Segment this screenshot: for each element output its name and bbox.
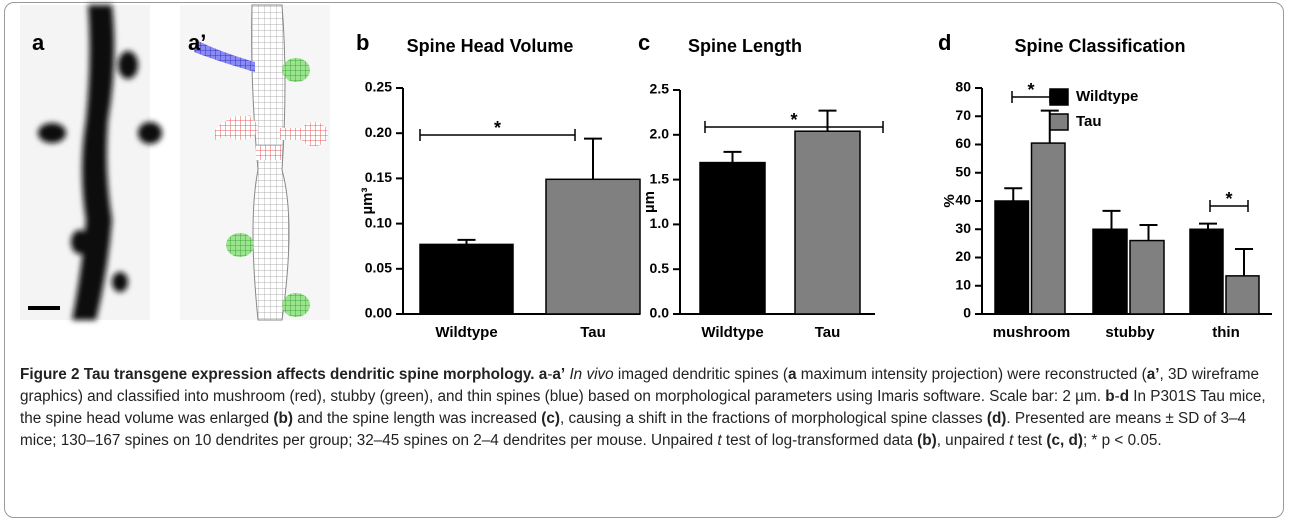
caption-run: , unpaired — [937, 432, 1009, 449]
significance-label: * — [494, 118, 501, 138]
bar — [1226, 276, 1259, 314]
x-tick-label: mushroom — [993, 324, 1071, 341]
bar — [1032, 143, 1066, 314]
y-tick-label: 50 — [955, 163, 971, 179]
significance-label: * — [790, 110, 797, 130]
y-tick-label: 0.15 — [365, 169, 392, 185]
x-tick-label: stubby — [1105, 324, 1155, 341]
caption-run: and the spine length was increased — [293, 410, 541, 427]
caption-run: , causing a shift in the fractions of mo… — [560, 410, 987, 427]
bar — [700, 163, 765, 314]
caption-run: ; * p < 0.05. — [1083, 432, 1162, 449]
y-tick-label: 0.10 — [365, 214, 392, 230]
caption-run: Figure 2 Tau transgene expression affect… — [20, 366, 535, 383]
caption-run: (d) — [987, 410, 1007, 427]
y-tick-label: 0.25 — [365, 79, 392, 95]
caption-run: b — [1105, 388, 1114, 405]
legend-swatch — [1050, 114, 1068, 130]
bar — [995, 201, 1029, 314]
y-tick-label: 70 — [955, 107, 971, 123]
x-tick-label: Wildtype — [701, 324, 763, 341]
panel-label: a’ — [188, 30, 206, 55]
figure-caption: Figure 2 Tau transgene expression affect… — [20, 364, 1270, 452]
y-tick-label: 0.00 — [365, 305, 392, 321]
caption-run: a’ — [1147, 366, 1160, 383]
y-tick-label: 1.0 — [650, 215, 670, 231]
legend-label: Tau — [1076, 113, 1102, 130]
panel-label: a — [32, 30, 45, 55]
y-tick-label: 1.5 — [650, 170, 670, 186]
y-tick-label: 0.05 — [365, 260, 392, 276]
caption-run: (b) — [917, 432, 937, 449]
y-tick-label: 10 — [955, 276, 971, 292]
legend-label: Wildtype — [1076, 88, 1138, 105]
caption-run: (c) — [541, 410, 560, 427]
caption-run: d — [1120, 388, 1129, 405]
bar — [1093, 229, 1127, 314]
x-tick-label: Wildtype — [435, 324, 497, 341]
y-tick-label: 20 — [955, 248, 971, 264]
chart-title: Spine Head Volume — [407, 36, 574, 56]
caption-run: (b) — [273, 410, 293, 427]
caption-run: imaged dendritic spines ( — [614, 366, 788, 383]
caption-run: test — [1013, 432, 1046, 449]
bar — [1190, 229, 1223, 314]
chart-title: Spine Classification — [1014, 36, 1185, 56]
caption-run: (c, d) — [1046, 432, 1083, 449]
page: a a’ bSpine Head Volumeµm³0.000.050.100.… — [0, 0, 1290, 522]
chart-title: Spine Length — [688, 36, 802, 56]
caption-run: test of log-transformed data — [722, 432, 918, 449]
bar — [1130, 241, 1164, 314]
y-axis-label: µm — [641, 191, 658, 213]
panel-label: b — [356, 30, 369, 55]
caption-run: a’ — [552, 366, 565, 383]
significance-label: * — [1225, 189, 1232, 209]
y-tick-label: 80 — [955, 79, 971, 95]
y-tick-label: 0.0 — [650, 305, 670, 321]
y-axis-label: µm³ — [359, 188, 376, 215]
caption-run: maximum intensity projection) were recon… — [796, 366, 1146, 383]
legend-swatch — [1050, 89, 1068, 105]
y-tick-label: 2.5 — [650, 81, 670, 97]
y-tick-label: 0 — [963, 305, 971, 321]
panel-label: c — [638, 30, 650, 55]
caption-run: In vivo — [569, 366, 613, 383]
x-tick-label: Tau — [815, 324, 841, 341]
y-tick-label: 0.5 — [650, 260, 670, 276]
y-tick-label: 40 — [955, 192, 971, 208]
bar — [420, 244, 513, 314]
y-tick-label: 0.20 — [365, 124, 392, 140]
panel-label: d — [938, 30, 951, 55]
bar — [795, 131, 860, 314]
x-tick-label: Tau — [580, 324, 606, 341]
bar — [546, 179, 640, 314]
y-tick-label: 30 — [955, 220, 971, 236]
x-tick-label: thin — [1212, 324, 1240, 341]
y-tick-label: 60 — [955, 135, 971, 151]
significance-label: * — [1027, 80, 1034, 100]
y-tick-label: 2.0 — [650, 126, 670, 142]
